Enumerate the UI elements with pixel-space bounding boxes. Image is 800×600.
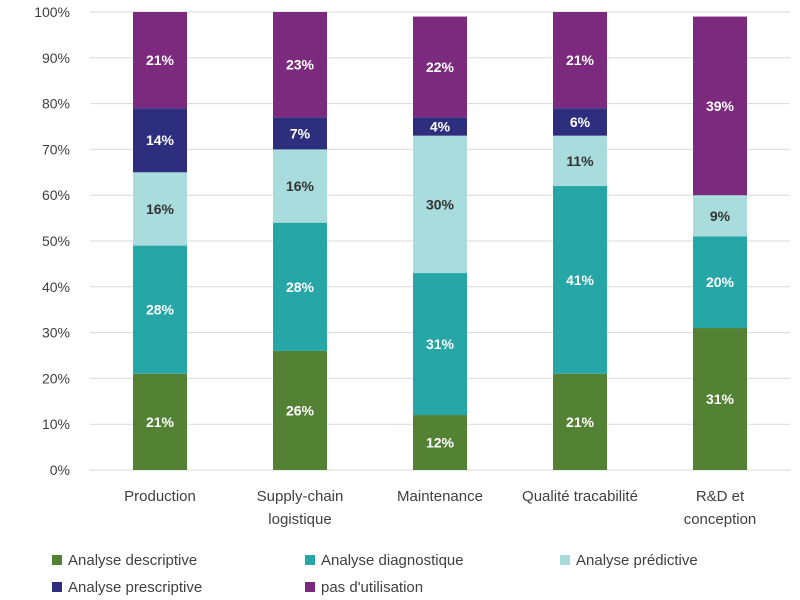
legend-label: pas d'utilisation (321, 579, 423, 596)
bar-segment (273, 149, 327, 223)
data-label: 6% (570, 114, 591, 130)
bar-segment (693, 328, 747, 470)
data-label: 4% (430, 119, 451, 135)
data-label: 21% (146, 414, 175, 430)
legend-swatch (305, 555, 315, 565)
bar-segment (133, 172, 187, 246)
legend-swatch (305, 582, 315, 592)
y-tick-label: 0% (50, 462, 70, 478)
data-label: 23% (286, 57, 315, 73)
data-label: 14% (146, 132, 175, 148)
data-label: 20% (706, 274, 735, 290)
bar-segment (553, 186, 607, 374)
bar-segment (693, 236, 747, 329)
y-tick-label: 40% (42, 279, 70, 295)
bar-segment (693, 16, 747, 196)
data-label: 21% (146, 52, 175, 68)
bar-segment (413, 273, 467, 416)
data-label: 16% (146, 201, 175, 217)
legend-swatch (52, 555, 62, 565)
bar-segment (413, 16, 467, 118)
bar-segment (133, 245, 187, 374)
data-label: 30% (426, 196, 455, 212)
category-label: R&D et (696, 488, 745, 505)
category-label: Maintenance (397, 488, 483, 505)
data-label: 26% (286, 402, 315, 418)
bar-segment (413, 415, 467, 470)
y-tick-label: 50% (42, 233, 70, 249)
category-label: Production (124, 488, 196, 505)
data-label: 21% (566, 414, 595, 430)
bar-segment (413, 117, 467, 136)
y-tick-label: 100% (34, 4, 70, 20)
data-label: 21% (566, 52, 595, 68)
data-label: 41% (566, 272, 595, 288)
bar-segment (273, 12, 327, 118)
data-label: 16% (286, 178, 315, 194)
bar-segment (553, 373, 607, 470)
y-tick-label: 80% (42, 96, 70, 112)
data-label: 9% (710, 208, 731, 224)
category-label: Qualité tracabilité (522, 488, 638, 505)
data-label: 31% (426, 336, 455, 352)
y-tick-label: 70% (42, 141, 70, 157)
legend-label: Analyse prédictive (576, 552, 698, 569)
legend-label: Analyse prescriptive (68, 579, 202, 596)
data-label: 12% (426, 435, 455, 451)
legend-label: Analyse descriptive (68, 552, 197, 569)
data-label: 7% (290, 125, 311, 141)
legend-swatch (52, 582, 62, 592)
data-label: 28% (286, 279, 315, 295)
bar-segment (273, 350, 327, 470)
bar-segment (413, 135, 467, 274)
y-tick-label: 60% (42, 187, 70, 203)
bar-segment (693, 195, 747, 237)
data-label: 28% (146, 302, 175, 318)
bar-segment (553, 12, 607, 109)
legend-label: Analyse diagnostique (321, 552, 464, 569)
category-label: logistique (268, 511, 331, 528)
legend-swatch (560, 555, 570, 565)
category-label: conception (684, 511, 757, 528)
data-label: 39% (706, 98, 735, 114)
data-label: 31% (706, 391, 735, 407)
bar-segment (133, 373, 187, 470)
bar-segment (553, 135, 607, 187)
bar-segment (273, 222, 327, 351)
data-label: 11% (566, 153, 594, 169)
y-tick-label: 30% (42, 325, 70, 341)
bar-segment (273, 117, 327, 150)
y-tick-label: 20% (42, 370, 70, 386)
category-label: Supply-chain (257, 488, 344, 505)
bar-segment (553, 108, 607, 136)
bar-segment (133, 108, 187, 173)
y-tick-label: 90% (42, 50, 70, 66)
bar-segment (133, 12, 187, 109)
data-label: 22% (426, 59, 455, 75)
y-tick-label: 10% (42, 416, 70, 432)
